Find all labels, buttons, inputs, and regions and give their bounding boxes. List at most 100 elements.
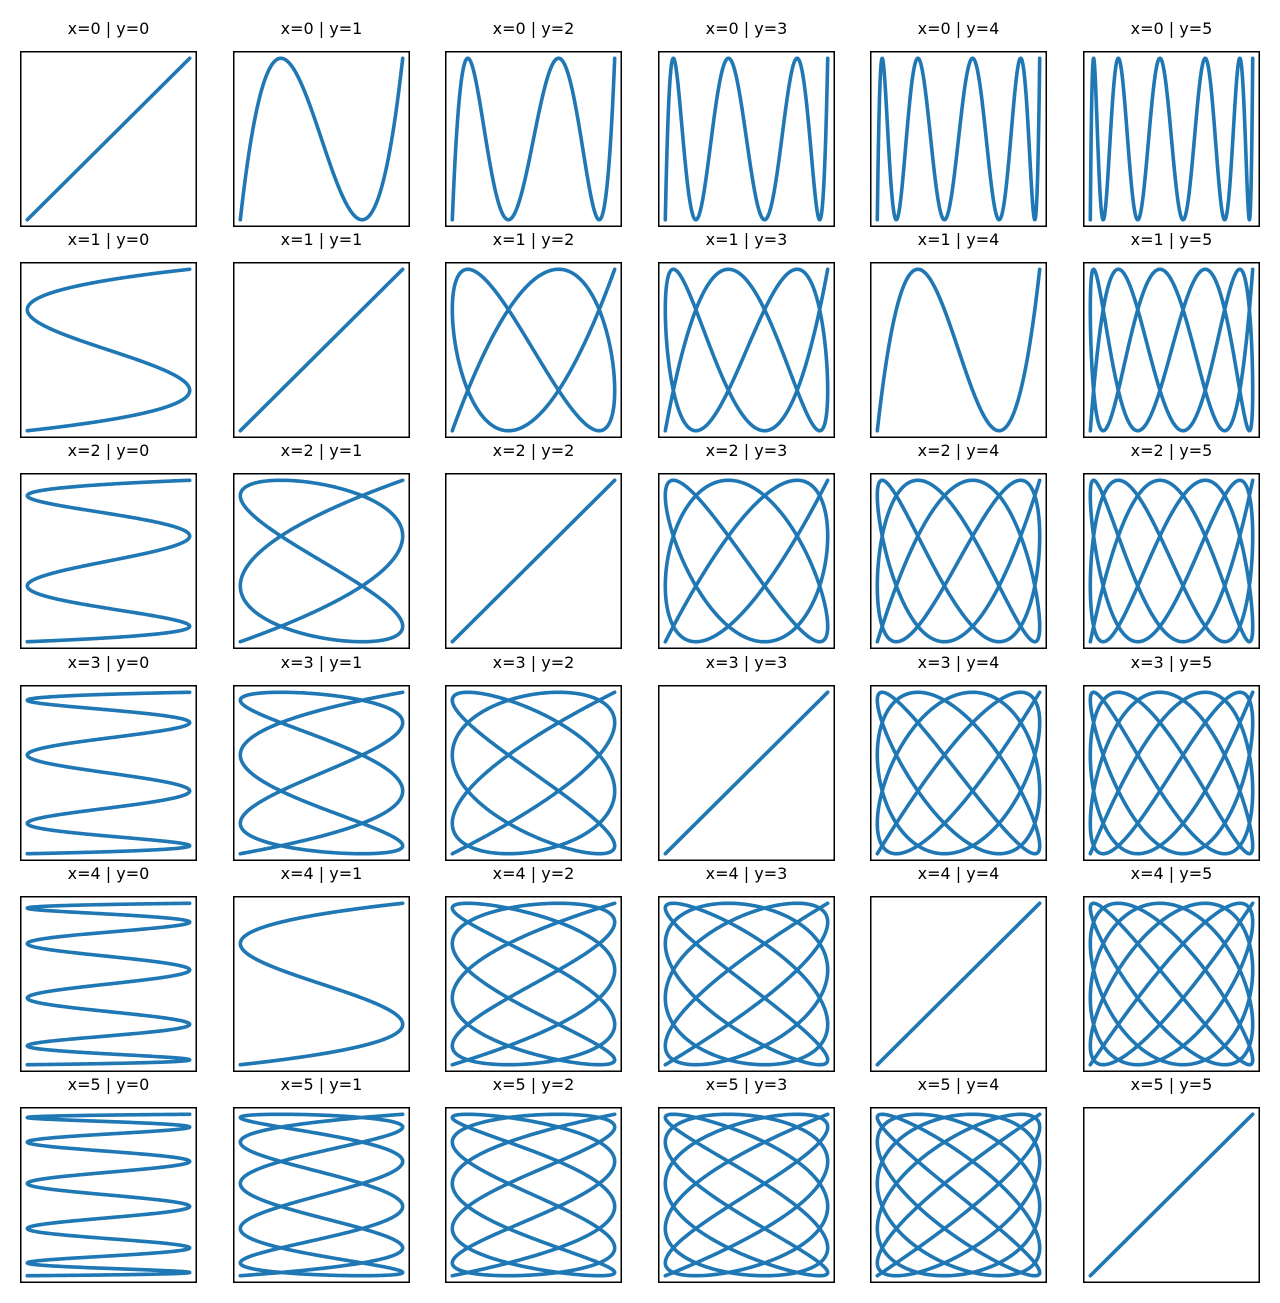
axes-frame-border [1083,896,1260,1072]
axes-frame-border [1083,473,1260,649]
axes-frame-border [233,685,410,861]
subplot-title: x=3 | y=5 [1130,653,1213,672]
axes-frame-border [658,51,835,227]
subplot-title: x=2 | y=3 [705,441,788,460]
axes-frame-border [20,896,197,1072]
axes-frame-border [1083,1107,1260,1283]
series-line [450,1112,617,1278]
series-line [450,478,617,644]
subplot-title: x=2 | y=1 [280,441,363,460]
subplot-title: x=4 | y=2 [492,864,575,883]
subplot-axes [870,1107,1047,1283]
series-line [875,267,1042,433]
subplot-title: x=2 | y=2 [492,441,575,460]
series-line [663,901,830,1067]
subplot-title: x=3 | y=4 [917,653,1000,672]
subplot-title: x=1 | y=5 [1130,230,1213,249]
subplot-axes [20,51,197,227]
series-line [450,901,617,1067]
subplot-title: x=5 | y=0 [67,1075,150,1094]
subplot-axes [1083,896,1260,1072]
subplot-title: x=1 | y=2 [492,230,575,249]
subplot-axes [870,685,1047,861]
axes-frame-border [20,1107,197,1283]
axes-frame-border [870,473,1047,649]
axes-frame-border [20,473,197,649]
axes-frame-border [870,685,1047,861]
series-line [25,690,192,856]
subplot-axes [233,896,410,1072]
subplot-title: x=3 | y=0 [67,653,150,672]
subplot-title: x=2 | y=0 [67,441,150,460]
subplot-axes [20,473,197,649]
axes-frame-border [870,896,1047,1072]
series-line [1088,56,1255,222]
series-line [663,267,830,433]
axes-frame-border [233,1107,410,1283]
subplot-axes [1083,473,1260,649]
subplot-axes [445,896,622,1072]
subplot-axes [658,896,835,1072]
subplot-axes [233,685,410,861]
series-line [663,1112,830,1278]
subplot-title: x=4 | y=1 [280,864,363,883]
subplot-title: x=3 | y=2 [492,653,575,672]
subplot-axes [1083,685,1260,861]
series-line [875,478,1042,644]
subplot-axes [20,1107,197,1283]
subplot-axes [20,896,197,1072]
axes-frame-border [1083,262,1260,438]
axes-frame-border [658,896,835,1072]
subplot-title: x=1 | y=3 [705,230,788,249]
subplot-title: x=5 | y=2 [492,1075,575,1094]
axes-frame-border [233,473,410,649]
axes-frame-border [445,685,622,861]
series-line [1088,901,1255,1067]
subplot-axes [1083,262,1260,438]
subplot-axes [1083,1107,1260,1283]
subplot-axes [658,1107,835,1283]
subplot-axes [870,896,1047,1072]
axes-frame-border [658,473,835,649]
subplot-title: x=5 | y=5 [1130,1075,1213,1094]
subplot-axes [870,473,1047,649]
series-line [450,267,617,433]
subplot-axes [233,473,410,649]
subplot-title: x=2 | y=4 [917,441,1000,460]
axes-frame-border [233,51,410,227]
series-line [238,478,405,644]
subplot-axes [20,262,197,438]
series-line [875,56,1042,222]
series-line [25,1112,192,1278]
axes-frame-border [445,51,622,227]
axes-frame-border [445,1107,622,1283]
series-line [25,901,192,1067]
subplot-title: x=5 | y=3 [705,1075,788,1094]
axes-frame-border [233,262,410,438]
subplot-axes [445,1107,622,1283]
series-line [663,56,830,222]
axes-frame-border [1083,51,1260,227]
subplot-title: x=0 | y=1 [280,19,363,38]
subplot-axes [1083,51,1260,227]
axes-frame-border [870,1107,1047,1283]
subplot-title: x=5 | y=1 [280,1075,363,1094]
subplot-axes [658,685,835,861]
series-line [663,478,830,644]
subplot-axes [233,51,410,227]
subplot-title: x=1 | y=4 [917,230,1000,249]
axes-frame-border [870,262,1047,438]
series-line [25,267,192,433]
axes-frame-border [233,896,410,1072]
axes-frame-border [445,473,622,649]
series-line [875,690,1042,856]
series-line [875,901,1042,1067]
subplot-title: x=2 | y=5 [1130,441,1213,460]
subplot-title: x=4 | y=5 [1130,864,1213,883]
subplot-axes [445,262,622,438]
subplot-title: x=0 | y=2 [492,19,575,38]
subplot-axes [658,51,835,227]
series-line [450,690,617,856]
axes-frame-border [445,896,622,1072]
